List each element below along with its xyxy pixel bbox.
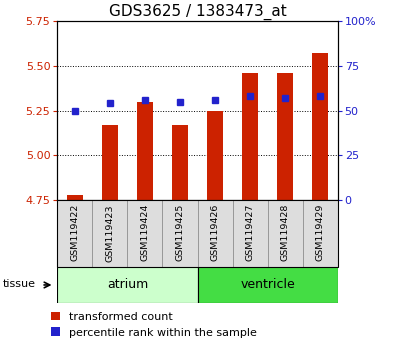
Text: ventricle: ventricle [240, 279, 295, 291]
Bar [172, 125, 188, 200]
Bar [267, 200, 303, 267]
Text: GSM119422: GSM119422 [70, 204, 79, 261]
Text: tissue: tissue [3, 279, 36, 289]
Text: GSM119427: GSM119427 [246, 204, 255, 261]
Bar [137, 102, 153, 200]
Bar [233, 200, 267, 267]
Text: GSM119429: GSM119429 [316, 204, 325, 261]
Bar [277, 73, 293, 200]
Bar [102, 125, 118, 200]
Bar [312, 53, 328, 200]
Text: GSM119423: GSM119423 [105, 204, 115, 262]
Text: GSM119428: GSM119428 [280, 204, 290, 261]
Bar [57, 200, 92, 267]
Bar [57, 267, 198, 303]
Bar [303, 200, 338, 267]
Legend: transformed count, percentile rank within the sample: transformed count, percentile rank withi… [51, 312, 257, 338]
Title: GDS3625 / 1383473_at: GDS3625 / 1383473_at [109, 4, 286, 20]
Bar [198, 267, 338, 303]
Text: GSM119426: GSM119426 [211, 204, 220, 261]
Bar [242, 73, 258, 200]
Bar [198, 200, 233, 267]
Bar [92, 200, 127, 267]
Bar [207, 110, 223, 200]
Bar [127, 200, 162, 267]
Text: GSM119424: GSM119424 [140, 204, 149, 261]
Text: atrium: atrium [107, 279, 148, 291]
Bar [67, 195, 83, 200]
Text: GSM119425: GSM119425 [175, 204, 184, 261]
Bar [162, 200, 198, 267]
